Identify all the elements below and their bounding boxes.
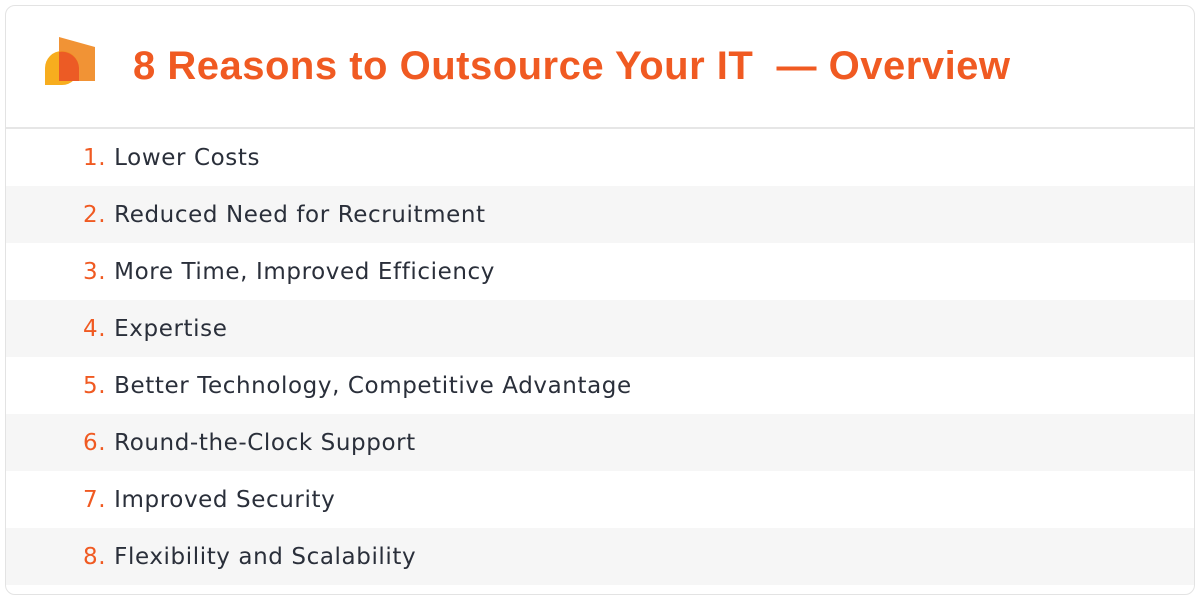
list-item: 7. Improved Security bbox=[6, 471, 1194, 528]
item-label: More Time, Improved Efficiency bbox=[114, 258, 496, 285]
item-number: 7. bbox=[83, 486, 107, 513]
header: 8 Reasons to Outsource Your IT — Overvie… bbox=[6, 6, 1194, 129]
list-item: 2. Reduced Need for Recruitment bbox=[6, 186, 1194, 243]
list-item: 3. More Time, Improved Efficiency bbox=[6, 243, 1194, 300]
overview-card: 8 Reasons to Outsource Your IT — Overvie… bbox=[5, 5, 1195, 595]
item-number: 4. bbox=[83, 315, 107, 342]
item-label: Flexibility and Scalability bbox=[114, 543, 417, 570]
item-number: 6. bbox=[83, 429, 107, 456]
list-item: 4. Expertise bbox=[6, 300, 1194, 357]
item-label: Round-the-Clock Support bbox=[114, 429, 416, 456]
item-label: Improved Security bbox=[114, 486, 336, 513]
logo-icon bbox=[45, 37, 95, 85]
page-title: 8 Reasons to Outsource Your IT — Overvie… bbox=[133, 44, 1011, 88]
item-label: Reduced Need for Recruitment bbox=[114, 201, 486, 228]
list-item: 6. Round-the-Clock Support bbox=[6, 414, 1194, 471]
item-label: Expertise bbox=[114, 315, 228, 342]
item-number: 1. bbox=[83, 144, 107, 171]
item-number: 5. bbox=[83, 372, 107, 399]
list-item: 5. Better Technology, Competitive Advanta… bbox=[6, 357, 1194, 414]
reasons-list: 1. Lower Costs 2. Reduced Need for Recruit… bbox=[6, 129, 1194, 585]
list-item: 8. Flexibility and Scalability bbox=[6, 528, 1194, 585]
item-label: Better Technology, Competitive Advantage bbox=[114, 372, 632, 399]
item-number: 3. bbox=[83, 258, 107, 285]
item-number: 8. bbox=[83, 543, 107, 570]
item-number: 2. bbox=[83, 201, 107, 228]
list-item: 1. Lower Costs bbox=[6, 129, 1194, 186]
item-label: Lower Costs bbox=[114, 144, 261, 171]
